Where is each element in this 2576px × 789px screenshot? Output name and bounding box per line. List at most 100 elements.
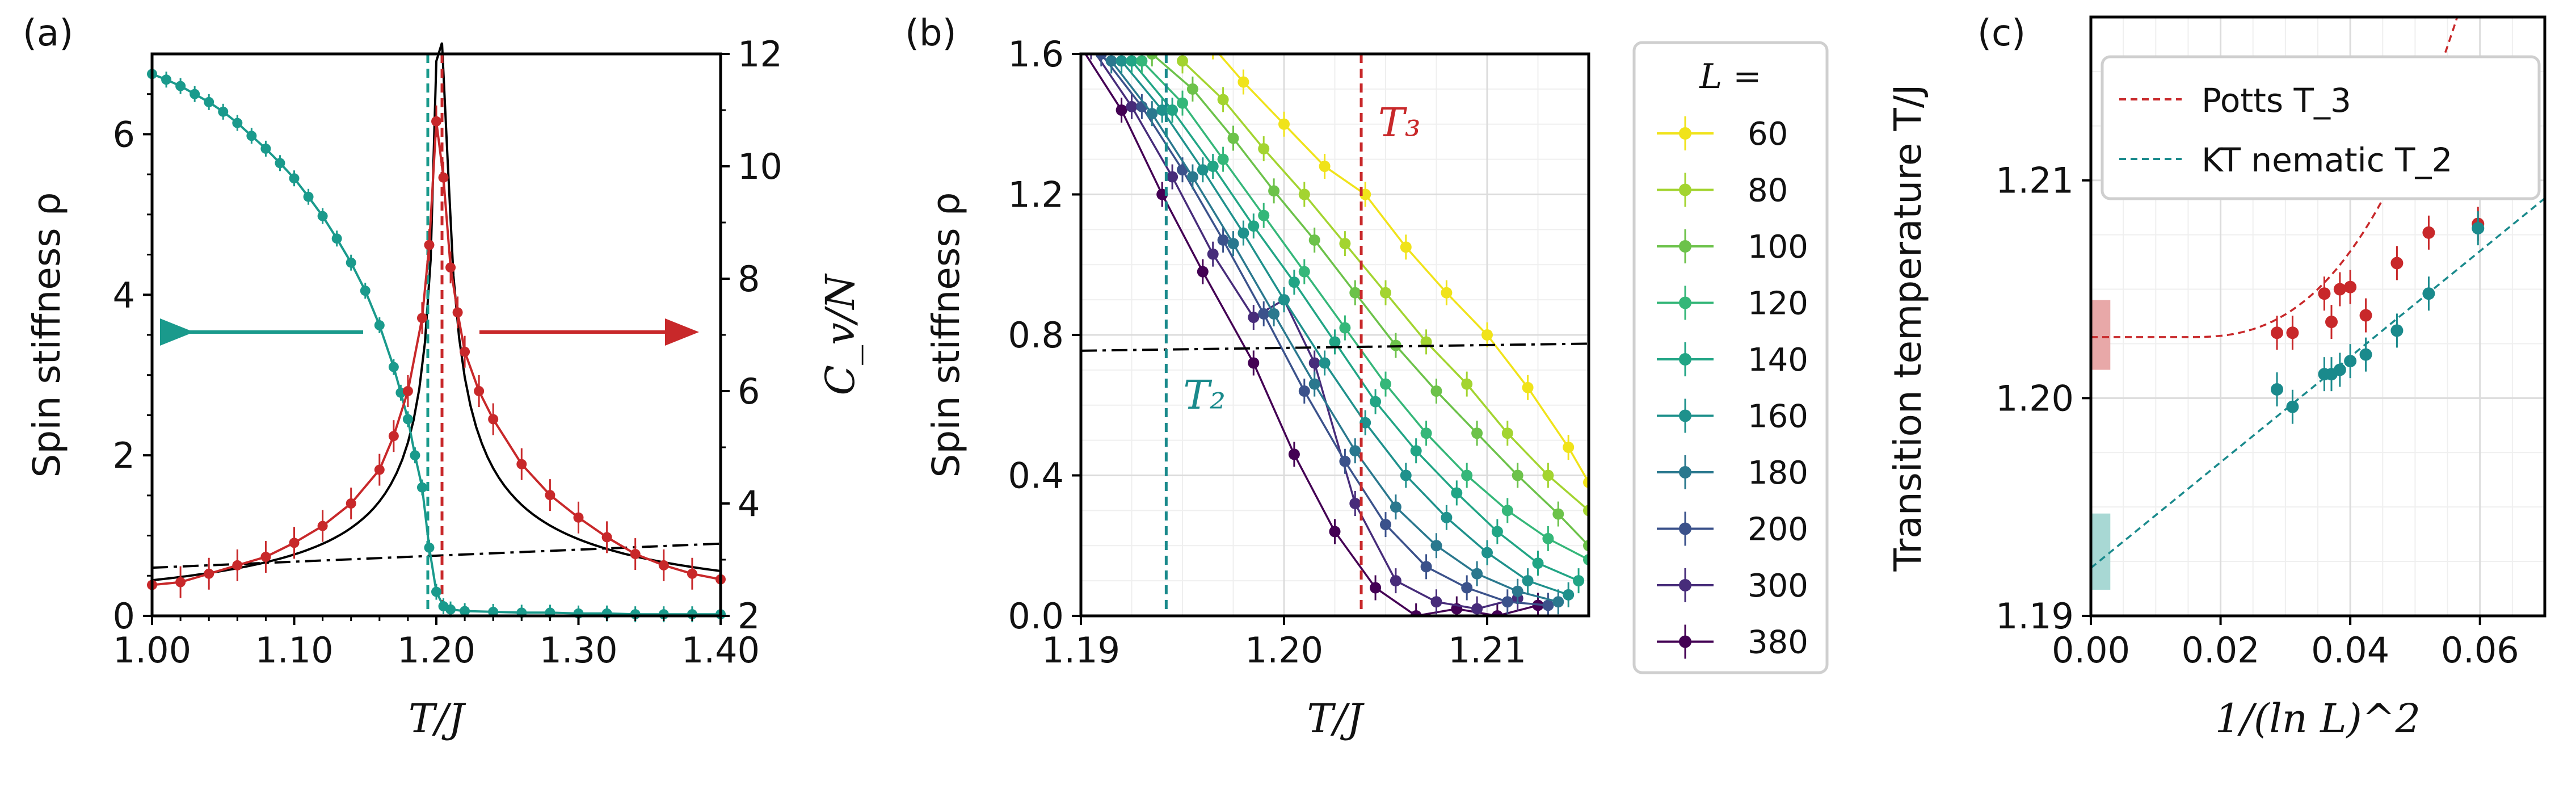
heat-point [452,307,463,318]
heat-point [573,512,584,523]
point-L120 [1298,266,1310,278]
point-L160 [1319,357,1331,369]
legend-label-0: Potts T_3 [2202,81,2351,120]
stiffness-line [151,73,721,616]
kt-fit-line [2091,198,2545,569]
point-L200 [1501,596,1513,608]
x-tick-label: 1.30 [539,629,617,671]
point-L380 [1197,266,1209,278]
x-tick-label: 1.20 [1245,629,1323,671]
y-tick-label: 0.4 [1008,455,1064,497]
point-0 [2344,280,2357,293]
x-tick-label: 0.00 [2052,629,2130,671]
extrapolation-band-0 [2091,300,2111,370]
legend-marker-L60 [1679,127,1691,140]
potts-fit-curve [2091,17,2459,338]
y-tick-label: 1.2 [1008,174,1064,216]
point-L120 [1461,469,1473,481]
stiffness-point [275,158,285,169]
heat-point [374,464,385,475]
y-tick-label: 0 [113,595,135,637]
point-L160 [1441,511,1453,523]
point-1 [2472,222,2485,235]
panel-c: (c) 0.00 0.02 0.04 0.06 1.19 1.20 1.21 1/(ln L)^… [1886,12,2546,742]
point-L180 [1146,108,1158,120]
stiffness-point [402,414,413,425]
point-L60 [1319,161,1331,172]
point-0 [2333,283,2346,296]
stiffness-point [190,89,200,99]
legend-label-L200: 200 [1748,511,1808,548]
point-L300 [1471,603,1483,615]
heat-point [516,459,527,469]
point-L300 [1126,100,1138,112]
point-L300 [1167,171,1178,183]
legend-label-1: KT nematic T_2 [2202,141,2452,179]
point-0 [2359,309,2372,322]
heat-point [260,552,271,563]
point-L180 [1471,568,1483,580]
point-1 [2286,400,2299,413]
stiffness-point [431,586,441,597]
point-L140 [1167,104,1178,116]
point-L180 [1512,585,1523,597]
point-L180 [1105,55,1117,67]
legend-title: L = [1699,57,1761,96]
series-group [2091,17,2545,590]
y-tick-label: 1.20 [1996,377,2074,419]
y-tick-label: 1.19 [1996,595,2074,637]
series-line-L160 [1121,60,1569,596]
point-L60 [1481,329,1493,341]
y2-tick-label: 8 [738,258,760,300]
y2-tick-label: 10 [738,146,782,187]
point-L140 [1126,55,1138,67]
x-tick-label: 0.02 [2182,629,2260,671]
stiffness-point [161,74,172,85]
heat-point [488,414,499,425]
stiffness-point [303,191,314,202]
heat-point [424,240,435,250]
heat-line [151,121,721,586]
plot-frame [2089,15,2546,618]
point-L100 [1186,83,1198,95]
legend-label-L160: 160 [1748,398,1808,435]
y-tick-label: 4 [113,274,135,316]
point-1 [2271,383,2283,396]
point-L60 [1441,287,1453,299]
heat-point [232,560,243,570]
stiffness-point [460,606,470,616]
legend-marker-L100 [1679,240,1691,253]
point-L380 [1288,448,1300,460]
point-L160 [1278,294,1290,306]
point-L60 [1563,442,1575,453]
point-L100 [1552,508,1564,520]
y2-tick-label: 4 [738,483,760,524]
point-L200 [1298,385,1310,397]
point-0 [2318,287,2331,300]
y-axis-label: Transition temperature T/J [1886,85,1930,572]
point-L380 [1370,582,1382,594]
point-L120 [1420,427,1432,439]
point-L140 [1207,161,1219,172]
heat-point [317,521,328,531]
heat-point [289,538,300,548]
point-L140 [1451,487,1463,499]
point-L180 [1349,445,1361,457]
heat-point [601,532,612,543]
point-L300 [1308,357,1320,369]
point-L160 [1400,469,1412,481]
point-L60 [1207,41,1219,53]
legend-marker-L80 [1679,183,1691,196]
point-0 [2422,226,2435,239]
y-tick-label: 0.8 [1008,314,1064,356]
legend-label-L60: 60 [1748,116,1788,153]
point-L100 [1512,469,1523,481]
x-tick-label: 1.21 [1448,629,1526,671]
heat-point [438,172,449,183]
stiffness-point [175,81,186,91]
stiffness-point [204,96,214,107]
heat-point [416,313,427,324]
legend-label-L380: 380 [1748,624,1808,661]
point-L100 [1349,287,1361,299]
